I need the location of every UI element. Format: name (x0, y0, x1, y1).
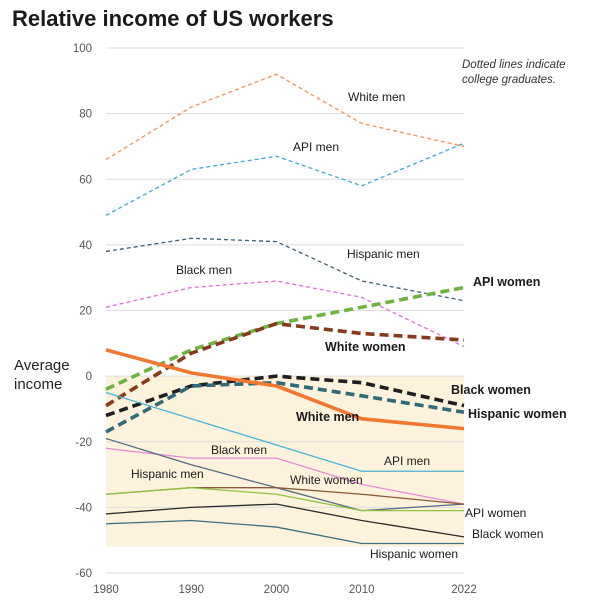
x-tick-label: 2010 (349, 584, 375, 596)
series-line-non-college-black-women (105, 503, 465, 538)
series-label-college-black-men: Black men (176, 263, 232, 277)
x-tick-label: 1980 (93, 584, 119, 596)
chart-note: Dotted lines indicate college graduates. (462, 59, 566, 86)
series-label-non-college-white-men: White men (296, 410, 359, 424)
y-tick-label: 80 (79, 109, 92, 121)
series-label-college-white-men: White men (348, 90, 405, 104)
y-tick-label: 20 (79, 306, 92, 318)
series-label-non-college-api-men: API men (384, 454, 430, 468)
y-tick-label: 0 (86, 371, 92, 383)
series-line-college-black-women (105, 374, 465, 418)
series-label-non-college-black-women: Black women (472, 527, 543, 541)
chart-title: Relative income of US workers (12, 6, 334, 31)
series-line-non-college-api-women (105, 487, 464, 512)
y-tick-label: -60 (75, 568, 92, 580)
series-line-non-college-hispanic-women (105, 519, 464, 545)
series-line-non-college-white-men (105, 348, 465, 431)
x-tick-label: 2000 (264, 584, 290, 596)
series-label-college-api-men: API men (293, 140, 339, 154)
series-line-non-college-black-men (105, 447, 465, 505)
series-label-college-api-women: API women (473, 275, 540, 289)
x-tick-label: 1990 (178, 584, 204, 596)
series-line-college-white-women (105, 321, 465, 408)
y-tick-label: 40 (79, 240, 92, 252)
series-label-college-hispanic-men: Hispanic men (347, 247, 420, 261)
x-tick-label: 2022 (451, 584, 477, 596)
series-label-college-black-women: Black women (451, 383, 531, 397)
series-label-non-college-black-men: Black men (211, 443, 267, 457)
series-label-college-white-women: White women (325, 340, 406, 354)
y-axis-label: Average income (14, 357, 70, 393)
series-label-non-college-hispanic-women: Hispanic women (370, 547, 458, 561)
series-label-college-hispanic-women: Hispanic women (468, 407, 567, 421)
series-label-non-college-hispanic-men: Hispanic men (131, 467, 204, 481)
y-tick-label: -40 (75, 502, 92, 514)
series-line-college-white-men (105, 73, 465, 161)
series-line-college-api-men (105, 142, 465, 216)
y-tick-label: -20 (75, 437, 92, 449)
y-tick-label: 60 (79, 174, 92, 186)
series-line-college-hispanic-men (105, 237, 465, 302)
series-line-non-college-api-men (105, 391, 464, 472)
series-line-college-hispanic-women (105, 380, 465, 434)
series-line-college-black-men (105, 280, 465, 348)
series-label-non-college-white-women: White women (290, 473, 363, 487)
y-tick-label: 100 (73, 43, 92, 55)
series-label-non-college-api-women: API women (465, 506, 526, 520)
